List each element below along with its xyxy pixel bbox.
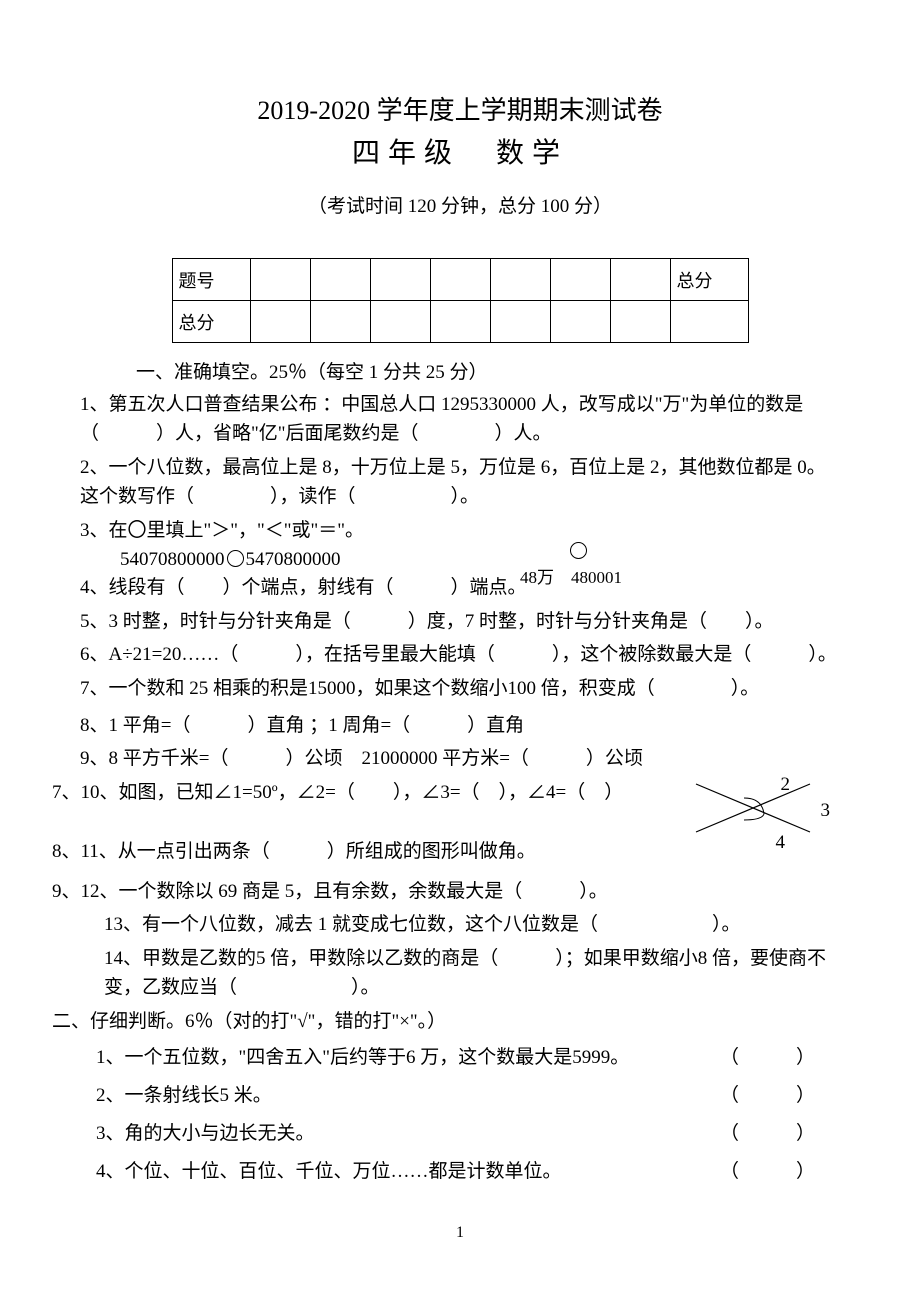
exam-subtitle: （考试时间 120 分钟，总分 100 分） [80, 191, 840, 218]
question-3: 3、在〇里填上"＞"，"＜"或"＝"。 [80, 516, 840, 545]
angle-label-4: 4 [776, 828, 786, 857]
score-cell [610, 259, 670, 301]
q3-right-b: 480001 [571, 568, 622, 587]
angle-label-3: 3 [821, 796, 831, 825]
total-header: 总分 [670, 259, 748, 301]
row-header: 题号 [172, 259, 250, 301]
page-number: 1 [0, 1224, 920, 1242]
question-8: 8、1 平角=（ ）直角 ；1 周角=（ ）直角 [80, 711, 840, 740]
judge-item: 4、个位、十位、百位、千位、万位……都是计数单位。 （ ） [96, 1153, 840, 1191]
score-cell [490, 259, 550, 301]
judge-paren: （ ） [720, 1153, 840, 1191]
question-3-sub: 540708000005470800000 48万 480001 [120, 549, 840, 571]
question-10-row: 7、10、如图，已知∠1=50º，∠2=（ ），∠3=（ ），∠4=（ ） 2 … [52, 778, 840, 807]
angle-label-2: 2 [781, 770, 791, 799]
section-2-heading: 二、仔细判断。6％（对的打"√"，错的打"×"。） [52, 1006, 840, 1033]
judge-paren: （ ） [720, 1039, 840, 1077]
stray-prefix: 7、 [52, 782, 81, 803]
question-13: 13、有一个八位数，减去 1 就变成七位数，这个八位数是（ ）。 [104, 910, 840, 939]
table-row: 总分 [172, 301, 748, 343]
question-11: 11、从一点引出两条（ ）所组成的图形叫做角。 [81, 841, 536, 862]
row-header: 总分 [172, 301, 250, 343]
total-cell [670, 301, 748, 343]
angle-diagram-icon [688, 772, 818, 844]
question-10: 10、如图，已知∠1=50º，∠2=（ ），∠3=（ ），∠4=（ ） [81, 782, 624, 803]
judge-item: 2、一条射线长5 米。 （ ） [96, 1077, 840, 1115]
compare-circle-icon [570, 542, 587, 559]
judge-text: 1、一个五位数，"四舍五入"后约等于6 万，这个数最大是5999。 [96, 1039, 720, 1077]
judge-paren: （ ） [720, 1077, 840, 1115]
section-1-heading: 一、准确填空。25％（每空 1 分共 25 分） [136, 357, 840, 384]
question-14-text: 14、甲数是乙数的5 倍，甲数除以乙数的商是（ ）；如果甲数缩小8 倍，要使商不… [104, 948, 826, 998]
score-cell [310, 301, 370, 343]
judge-item: 1、一个五位数，"四舍五入"后约等于6 万，这个数最大是5999。 （ ） [96, 1039, 840, 1077]
question-14: 14、甲数是乙数的5 倍，甲数除以乙数的商是（ ）；如果甲数缩小8 倍，要使商不… [104, 944, 840, 1003]
score-cell [550, 259, 610, 301]
compare-circle-icon [227, 550, 244, 567]
question-4: 4、线段有（ ）个端点，射线有（ ）端点。 [80, 573, 840, 602]
stray-prefix: 8、 [52, 841, 81, 862]
score-cell [370, 301, 430, 343]
judge-text: 4、个位、十位、百位、千位、万位……都是计数单位。 [96, 1153, 720, 1191]
score-cell [250, 259, 310, 301]
score-cell [550, 301, 610, 343]
score-cell [370, 259, 430, 301]
question-2: 2、一个八位数，最高位上是 8，十万位上是 5，万位是 6，百位上是 2，其他数… [80, 453, 840, 512]
exam-title-line2: 四年级 数学 [80, 131, 840, 171]
question-7: 7、一个数和 25 相乘的积是15000，如果这个数缩小100 倍，积变成（ ）… [80, 674, 840, 703]
table-row: 题号 总分 [172, 259, 748, 301]
judge-item: 3、角的大小与边长无关。 （ ） [96, 1115, 840, 1153]
q3-left-a: 54070800000 [120, 549, 225, 570]
question-9: 9、8 平方千米=（ ）公顷 21000000 平方米=（ ）公顷 [80, 744, 840, 773]
exam-title-line1: 2019-2020 学年度上学期期末测试卷 [80, 90, 840, 127]
question-12-row: 9、12、一个数除以 69 商是 5，且有余数，余数最大是（ ）。 [52, 877, 840, 906]
score-cell [250, 301, 310, 343]
score-cell [490, 301, 550, 343]
score-cell [610, 301, 670, 343]
q3-right-a: 48万 [520, 568, 554, 587]
judge-text: 3、角的大小与边长无关。 [96, 1115, 720, 1153]
question-1: 1、第五次人口普查结果公布 ：中国总人口 1295330000 人，改写成以"万… [80, 390, 840, 449]
question-5: 5、3 时整，时针与分针夹角是（ ）度，7 时整，时针与分针夹角是（ ）。 [80, 607, 840, 636]
score-cell [430, 259, 490, 301]
score-cell [430, 301, 490, 343]
question-12: 12、一个数除以 69 商是 5，且有余数，余数最大是（ ）。 [81, 881, 608, 902]
judge-paren: （ ） [720, 1115, 840, 1153]
judge-text: 2、一条射线长5 米。 [96, 1077, 720, 1115]
score-table: 题号 总分 总分 [172, 258, 749, 343]
question-6: 6、A÷21=20……（ ），在括号里最大能填（ ），这个被除数最大是（ ）。 [80, 640, 840, 669]
q3-left-b: 5470800000 [246, 549, 341, 570]
stray-prefix: 9、 [52, 881, 81, 902]
score-cell [310, 259, 370, 301]
